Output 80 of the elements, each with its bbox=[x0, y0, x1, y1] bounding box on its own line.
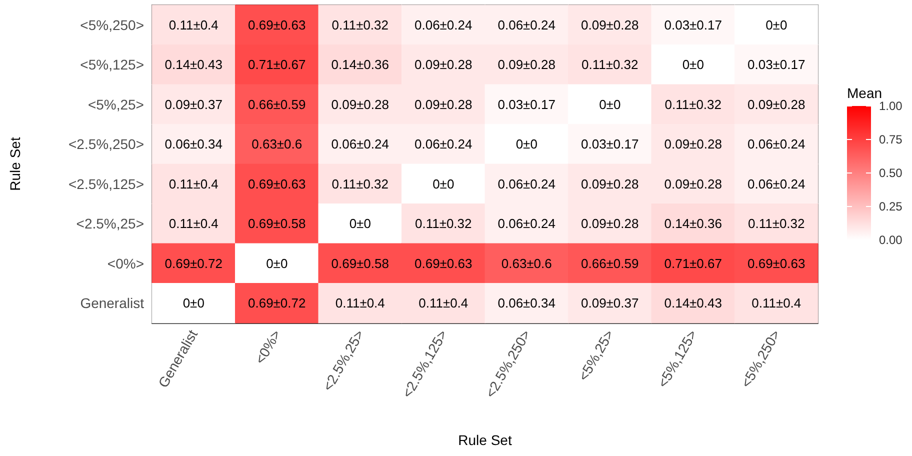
data-label: 0.11±0.4 bbox=[168, 17, 218, 32]
data-label: 0.09±0.28 bbox=[581, 176, 639, 192]
data-label: 0.69±0.58 bbox=[331, 256, 389, 271]
data-label: 0.09±0.28 bbox=[748, 96, 806, 112]
data-label: 0.71±0.67 bbox=[664, 256, 722, 271]
data-label: 0.11±0.32 bbox=[414, 216, 472, 232]
data-label: 0.69±0.63 bbox=[748, 256, 806, 271]
color-bar-label: 0.25 bbox=[879, 200, 903, 214]
data-label: 0.11±0.32 bbox=[581, 57, 638, 72]
data-label: 0.06±0.24 bbox=[331, 136, 389, 152]
data-label: 0.63±0.6 bbox=[252, 136, 302, 152]
data-label: 0.03±0.17 bbox=[498, 96, 556, 112]
data-label: 0±0 bbox=[349, 216, 371, 232]
data-label: 0.71±0.67 bbox=[248, 57, 306, 72]
data-label: 0.69±0.72 bbox=[164, 256, 222, 271]
y-tick-label: Generalist bbox=[80, 295, 144, 312]
data-label: 0.11±0.4 bbox=[168, 176, 218, 192]
data-label: 0.06±0.24 bbox=[498, 17, 556, 32]
data-label: 0.06±0.24 bbox=[414, 136, 472, 152]
data-label: 0.14±0.43 bbox=[664, 296, 722, 311]
data-label: 0.06±0.24 bbox=[748, 136, 806, 152]
data-label: 0±0 bbox=[182, 296, 204, 311]
data-label: 0.03±0.17 bbox=[748, 57, 806, 72]
data-label: 0.14±0.43 bbox=[164, 57, 222, 72]
data-label: 0.06±0.24 bbox=[748, 176, 806, 192]
data-label: 0±0 bbox=[766, 17, 788, 32]
y-tick-label: <5%,25> bbox=[88, 96, 144, 112]
data-label: 0.09±0.28 bbox=[664, 176, 722, 192]
data-label: 0.03±0.17 bbox=[581, 136, 639, 152]
data-label: 0±0 bbox=[432, 176, 454, 192]
data-label: 0.09±0.28 bbox=[664, 136, 722, 152]
data-label: 0.09±0.28 bbox=[581, 17, 639, 32]
data-label: 0.69±0.72 bbox=[248, 296, 306, 311]
data-label: 0.09±0.28 bbox=[414, 57, 472, 72]
data-label: 0±0 bbox=[266, 256, 288, 271]
y-tick-label: <5%,250> bbox=[80, 16, 144, 33]
data-label: 0.66±0.59 bbox=[581, 256, 639, 271]
data-label: 0.69±0.63 bbox=[248, 176, 306, 192]
data-label: 0±0 bbox=[682, 57, 704, 72]
data-label: 0.11±0.32 bbox=[664, 96, 722, 112]
data-label: 0.11±0.32 bbox=[332, 176, 389, 192]
data-label: 0.03±0.17 bbox=[664, 17, 722, 32]
color-bar-label: 0.75 bbox=[879, 132, 903, 146]
data-label: 0.11±0.4 bbox=[418, 296, 468, 311]
data-label: 0.09±0.28 bbox=[414, 96, 472, 112]
data-label: 0±0 bbox=[599, 96, 621, 112]
data-label: 0.69±0.58 bbox=[248, 216, 306, 232]
data-label: 0.11±0.32 bbox=[748, 216, 805, 232]
data-label: 0.11±0.4 bbox=[752, 296, 802, 311]
data-label: 0.06±0.24 bbox=[498, 216, 556, 232]
data-label: 0.06±0.24 bbox=[498, 176, 556, 192]
color-bar-label: 0.50 bbox=[879, 166, 903, 180]
y-tick-label: <2.5%,250> bbox=[68, 136, 144, 152]
data-label: 0.14±0.36 bbox=[331, 57, 389, 72]
data-label: 0.66±0.59 bbox=[248, 96, 306, 112]
y-tick-label: <0%> bbox=[107, 255, 144, 272]
data-label: 0.63±0.6 bbox=[501, 256, 552, 271]
data-label: 0.11±0.4 bbox=[168, 216, 218, 232]
data-label: 0.69±0.63 bbox=[248, 17, 306, 32]
data-label: 0.69±0.63 bbox=[414, 256, 472, 271]
data-label: 0.14±0.36 bbox=[664, 216, 722, 232]
data-label: 0±0 bbox=[516, 136, 538, 152]
color-bar-title: Mean bbox=[847, 85, 882, 101]
y-tick-label: <5%,125> bbox=[80, 56, 144, 73]
y-tick-label: <2.5%,125> bbox=[68, 176, 144, 192]
y-axis-title: Rule Set bbox=[7, 137, 23, 191]
color-bar-label: 0.00 bbox=[879, 233, 903, 247]
data-label: 0.06±0.34 bbox=[164, 136, 222, 152]
data-label: 0.09±0.28 bbox=[498, 57, 556, 72]
data-label: 0.09±0.37 bbox=[581, 296, 639, 311]
data-label: 0.09±0.37 bbox=[164, 96, 222, 112]
data-label: 0.06±0.34 bbox=[498, 296, 556, 311]
y-tick-label: <2.5%,25> bbox=[76, 216, 144, 232]
data-label: 0.06±0.24 bbox=[414, 17, 472, 32]
data-label: 0.09±0.28 bbox=[581, 216, 639, 232]
data-label: 0.11±0.4 bbox=[335, 296, 385, 311]
color-bar-label: 1.00 bbox=[879, 99, 903, 113]
x-axis-title: Rule Set bbox=[458, 432, 512, 448]
data-label: 0.09±0.28 bbox=[331, 96, 389, 112]
data-label: 0.11±0.32 bbox=[332, 17, 389, 32]
